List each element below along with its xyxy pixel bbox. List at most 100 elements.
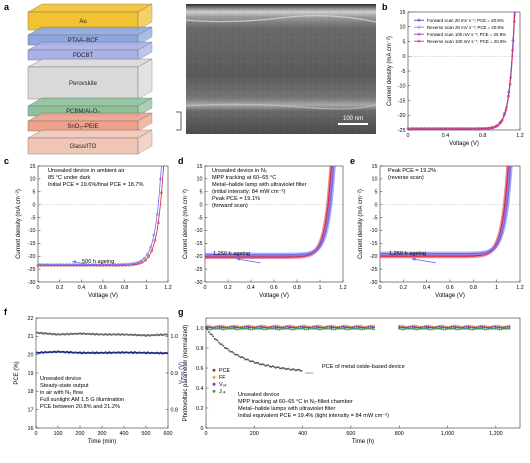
point-Vₒₖ: [282, 326, 285, 329]
jv-marker-aged: [54, 263, 58, 266]
jv-chart-c: 0 0.2 0.4 0.6 0.8 1 1.2 -30 -25 -20 -15 -10 -5 0 5 10 15…: [16, 164, 172, 299]
metal-oxide-point: [283, 367, 286, 370]
point-Vₒₖ: [321, 326, 323, 329]
point-FF: [249, 324, 252, 327]
point-Jₛₖ: [224, 328, 227, 331]
y-tick-label: 15: [30, 164, 36, 170]
point-Vₒₖ: [417, 326, 420, 329]
jv-marker-aged: [51, 263, 55, 266]
point-Jₛₖ: [282, 327, 285, 330]
metal-oxide-point: [247, 358, 249, 361]
x-tick-label: 0: [407, 133, 410, 139]
point-Vₒₖ: [342, 325, 345, 328]
point-Jₛₖ: [438, 327, 441, 330]
point-Vₒₖ: [425, 325, 428, 328]
jv-marker-initial: [156, 221, 160, 225]
metal-oxide-point: [270, 366, 272, 368]
point-Vₒₖ: [440, 325, 443, 328]
point-Jₛₖ: [328, 327, 331, 330]
point-Jₛₖ: [458, 328, 460, 331]
point-Jₛₖ: [506, 327, 509, 330]
jv-marker-aged: [71, 263, 75, 266]
point-Vₒₖ: [413, 325, 416, 328]
point-Vₒₖ: [415, 326, 418, 329]
point-Jₛₖ: [324, 327, 327, 330]
point-Jₛₖ: [247, 328, 250, 331]
point-Jₛₖ: [369, 327, 372, 330]
y-axis-label: PCE (%): [14, 361, 20, 384]
y-tick-label: 0.8: [196, 346, 204, 352]
point-Jₛₖ: [276, 328, 279, 331]
point-Vₒₖ: [220, 325, 223, 328]
jv-marker-Reverse scan 100 mV s⁻¹; PCE = 20.9%: [437, 127, 441, 131]
stack-layer-top-6: [27, 129, 153, 139]
point-Jₛₖ: [398, 328, 401, 330]
stack-layer-label-3: Perovskite: [69, 81, 98, 87]
x-tick-label: 1: [145, 285, 148, 291]
y-tick-label: -15: [370, 241, 378, 247]
point-Vₒₖ: [255, 326, 258, 329]
y-tick-label: -30: [195, 280, 203, 286]
jv-marker-Reverse scan 100 mV s⁻¹; PCE = 20.9%: [462, 127, 466, 131]
point-Jₛₖ: [417, 328, 420, 331]
point-Jₛₖ: [307, 328, 310, 331]
point-Vₒₖ: [466, 325, 468, 328]
jv-marker-aged: [139, 259, 143, 263]
point-FF: [290, 324, 292, 327]
metal-oxide-point: [244, 358, 246, 361]
point-FF: [359, 324, 362, 327]
point-Jₛₖ: [305, 328, 308, 331]
point-Vₒₖ: [409, 325, 412, 328]
panel-f-annotations: Unsealed device Steady-state output in a…: [40, 376, 124, 410]
point-Vₒₖ: [496, 326, 499, 328]
point-Jₛₖ: [481, 328, 484, 330]
y-axis-label: Current density (mA cm⁻²): [16, 189, 22, 259]
point-Vₒₖ: [207, 325, 209, 328]
y-tick-label: 20: [28, 352, 34, 358]
y-tick-label: 10: [197, 177, 203, 183]
panel-d-note-1: Unsealed device in N₂: [212, 168, 267, 174]
jv-chart-d: 0 0.2 0.4 0.6 0.8 1 1.2 -30 -25 -20 -15 -10 -5 0 5 10 15…: [183, 164, 347, 299]
metal-oxide-point: [296, 369, 299, 371]
y-tick-label: 0.2: [196, 406, 204, 412]
y-axis-label: Current density (mA cm⁻²): [358, 189, 364, 259]
point-Jₛₖ: [259, 327, 261, 330]
point-FF: [330, 324, 333, 327]
jv-marker-aged: [45, 263, 49, 266]
point-Vₒₖ: [471, 326, 474, 329]
panel-g-note-2: MPP tracking at 60–65 °C in N₂-filled ch…: [238, 399, 353, 405]
y-tick-label: 5: [375, 190, 378, 196]
point-Vₒₖ: [286, 325, 289, 328]
point-Jₛₖ: [508, 328, 511, 330]
x-tick-label: 0.4: [442, 133, 450, 139]
jv-marker-aged: [74, 263, 78, 266]
y-tick-label: 19: [28, 371, 34, 377]
point-Jₛₖ: [236, 328, 238, 331]
legend-swatch: [212, 382, 216, 386]
x-tick-label: 0.8: [121, 285, 129, 291]
point-Jₛₖ: [483, 328, 486, 331]
metal-oxide-point: [241, 356, 243, 358]
point-Jₛₖ: [336, 328, 339, 330]
metal-oxide-point: [284, 368, 287, 371]
jv-marker-aged: [61, 263, 65, 266]
point-Jₛₖ: [355, 327, 358, 330]
point-Jₛₖ: [342, 327, 345, 330]
point-Jₛₖ: [361, 328, 364, 331]
y-tick-label: -25: [28, 267, 36, 273]
metal-oxide-point: [245, 358, 248, 361]
point-Vₒₖ: [493, 325, 495, 328]
x-axis-label: Voltage (V): [88, 293, 118, 299]
x-tick-label: 0.2: [400, 285, 408, 291]
x-tick-label: 0.6: [446, 285, 454, 291]
x-tick-label: 0.2: [56, 285, 64, 291]
point-Jₛₖ: [352, 327, 354, 330]
x-tick-label: 800: [395, 431, 404, 437]
metal-oxide-point: [238, 355, 241, 358]
point-Jₛₖ: [222, 328, 225, 331]
jv-marker-Reverse scan 100 mV s⁻¹; PCE = 20.9%: [504, 108, 508, 112]
legend-label: FF: [219, 375, 226, 381]
x-tick-label: 0.4: [423, 285, 431, 291]
point-Jₛₖ: [471, 328, 474, 331]
metal-oxide-point: [228, 349, 230, 352]
